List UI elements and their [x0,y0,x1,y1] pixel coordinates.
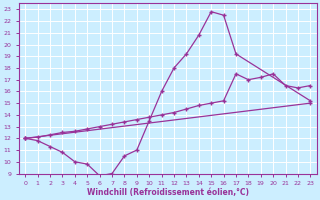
X-axis label: Windchill (Refroidissement éolien,°C): Windchill (Refroidissement éolien,°C) [87,188,249,197]
